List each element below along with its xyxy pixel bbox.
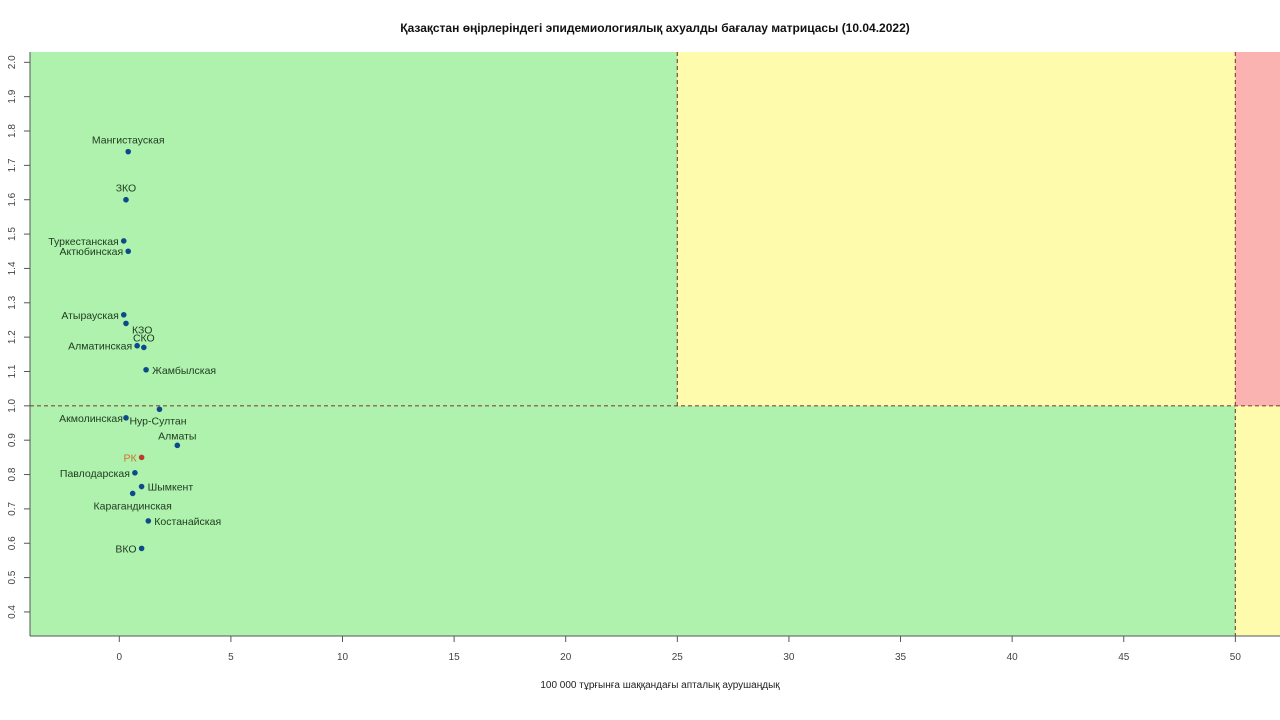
y-tick-label: 1.6	[7, 192, 18, 206]
point-marker	[156, 406, 163, 413]
zone-yellow-right	[1235, 405, 1280, 636]
point-label: ЗКО	[116, 183, 137, 195]
chart-title: Қазақстан өңірлеріндегі эпидемиологиялық…	[400, 21, 910, 35]
y-tick-label: 0.5	[7, 570, 18, 584]
point-marker	[129, 490, 136, 497]
point-label: Нур-Султан	[129, 415, 186, 427]
point-label: СКО	[133, 332, 155, 344]
point-marker	[123, 415, 129, 421]
y-tick-label: 0.9	[7, 433, 18, 447]
point-label: Шымкент	[148, 482, 194, 494]
x-tick-label: 5	[228, 652, 234, 663]
y-tick-label: 1.5	[7, 227, 18, 241]
y-tick-label: 1.1	[7, 364, 18, 378]
x-tick-label: 45	[1118, 652, 1130, 663]
axes: 0 5 10 15 20 25 30 35 40 45 50 0.4 0.5 0.6 0.7 0.8 0.9 1.…	[7, 52, 1280, 663]
y-tick-label: 1.0	[7, 398, 18, 412]
point-marker	[125, 248, 132, 255]
point-label: КЗО	[132, 324, 152, 336]
point-marker	[138, 545, 145, 552]
y-tick-label: 0.7	[7, 502, 18, 516]
point-label: Алматы	[158, 430, 196, 442]
y-tick-label: 1.8	[7, 124, 18, 138]
point-label: Жамбылская	[152, 365, 216, 377]
point-label: Костанайская	[154, 516, 221, 528]
y-tick-label: 0.6	[7, 536, 18, 550]
point-marker	[143, 366, 149, 373]
y-tick-label: 0.8	[7, 467, 18, 481]
point-marker	[145, 518, 152, 524]
point-label: Карагандинская	[94, 500, 172, 512]
point-label: Актюбинская	[60, 246, 124, 258]
x-tick-label: 15	[449, 652, 461, 663]
point-marker	[120, 312, 127, 318]
x-tick-label: 20	[560, 652, 572, 663]
y-tick-label: 1.9	[7, 89, 18, 103]
x-tick-label: 0	[117, 652, 123, 663]
point-marker	[138, 454, 145, 461]
point-marker	[132, 470, 138, 476]
point-label: Алматинская	[68, 341, 132, 353]
x-tick-label: 25	[672, 652, 684, 663]
x-tick-label: 50	[1230, 652, 1242, 663]
point-label: Туркестанская	[48, 236, 119, 248]
point-label: Атырауская	[61, 310, 118, 322]
y-tick-label: 2.0	[7, 55, 18, 69]
x-tick-label: 10	[337, 652, 349, 663]
point-marker	[123, 320, 129, 327]
zone-yellow-top	[677, 52, 1236, 406]
y-tick-label: 1.2	[7, 330, 18, 344]
y-tick-label: 1.4	[7, 261, 18, 275]
point-label: РК	[123, 452, 137, 464]
threshold-lines	[30, 52, 1280, 636]
point-marker	[134, 342, 140, 349]
y-tick-label: 1.7	[7, 158, 18, 172]
point-label: ВКО	[115, 543, 136, 555]
point-marker	[125, 148, 132, 155]
point-label: Акмолинская	[59, 413, 123, 425]
x-tick-label: 35	[895, 652, 907, 663]
x-tick-label: 40	[1007, 652, 1019, 663]
zone-red	[1235, 52, 1280, 406]
risk-zones	[30, 52, 1280, 636]
point-marker	[138, 483, 145, 490]
data-points: Мангистауская ЗКО ТуркестанскаяАктюбинская…	[48, 135, 221, 556]
y-tick-label: 0.4	[7, 605, 18, 619]
x-tick-label: 30	[783, 652, 795, 663]
y-tick-label: 1.3	[7, 295, 18, 309]
point-marker	[120, 238, 127, 244]
point-marker	[141, 344, 147, 351]
x-axis-label: 100 000 тұрғынға шаққандағы апталық ауру…	[540, 680, 780, 691]
point-label: Мангистауская	[92, 135, 165, 147]
point-marker	[123, 196, 129, 203]
point-label: Павлодарская	[60, 468, 130, 480]
point-marker	[174, 442, 181, 449]
